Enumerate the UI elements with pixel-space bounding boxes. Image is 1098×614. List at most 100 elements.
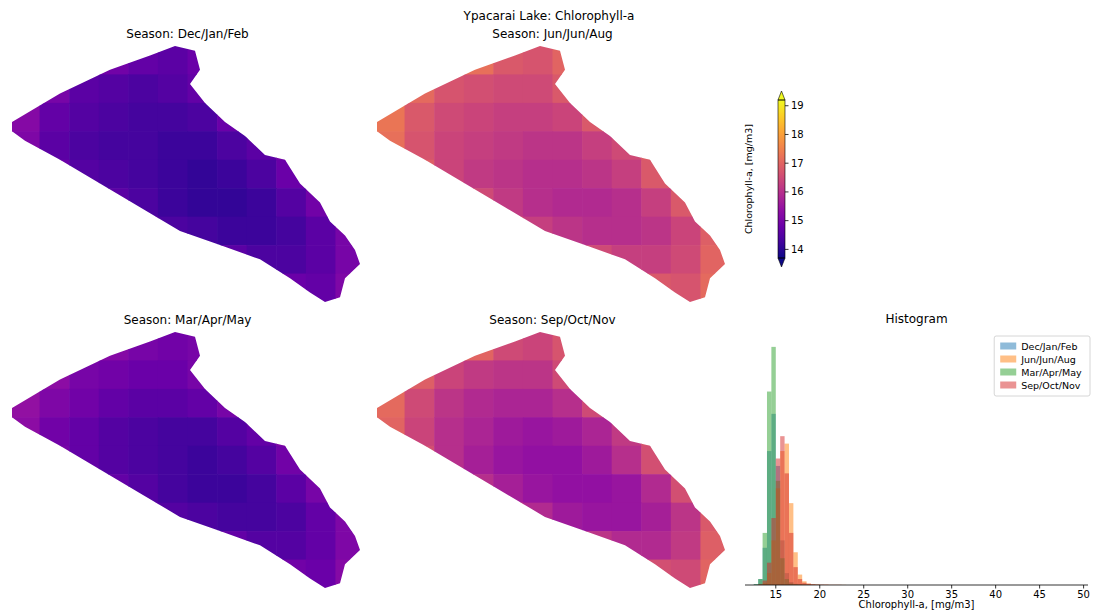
legend-label: Mar/Apr/May [1021, 367, 1082, 378]
heat-cell [493, 389, 523, 418]
heat-cell [158, 360, 188, 389]
heatmap [375, 332, 731, 589]
heat-cell [247, 531, 277, 560]
heat-cell [523, 103, 553, 132]
heat-cell [641, 188, 671, 217]
heat-cell [158, 46, 188, 75]
heat-cell [493, 217, 523, 246]
heat-cell [464, 389, 494, 418]
heat-cell [493, 474, 523, 503]
heat-cell [247, 417, 277, 446]
legend-frame [994, 336, 1090, 396]
heat-cell [335, 217, 365, 246]
heat-cell [217, 503, 247, 532]
x-tick-label: 50 [1077, 589, 1090, 600]
heat-cell [641, 560, 671, 589]
heat-cell [641, 531, 671, 560]
histogram-bar [771, 347, 775, 585]
heat-cell [276, 531, 306, 560]
legend-swatch [1000, 356, 1016, 363]
heat-cell [69, 74, 99, 103]
heat-cell [434, 74, 464, 103]
heat-cell [40, 360, 70, 389]
heat-cell [69, 389, 99, 418]
heat-cell [464, 360, 494, 389]
heat-cell [69, 446, 99, 475]
colorbar-tick-label: 16 [791, 186, 804, 197]
heat-cell [99, 417, 129, 446]
heat-cell [612, 474, 642, 503]
heat-cell [434, 446, 464, 475]
x-tick [775, 585, 776, 589]
heat-cell [188, 188, 218, 217]
heat-cell [553, 46, 583, 75]
colorbar-tick [785, 191, 789, 192]
histogram-bar [785, 473, 789, 585]
heat-cell [493, 103, 523, 132]
heat-cell [188, 446, 218, 475]
heat-cell [671, 274, 701, 303]
heat-cell [375, 417, 405, 446]
heat-cell [700, 531, 730, 560]
heat-cell [306, 560, 336, 589]
heat-cell [247, 245, 277, 274]
heat-cell [188, 160, 218, 189]
heat-cell [582, 531, 612, 560]
heat-cell [612, 417, 642, 446]
heat-cell [99, 74, 129, 103]
heat-cell [493, 446, 523, 475]
heat-cell [128, 74, 158, 103]
heat-cell [40, 103, 70, 132]
heat-cell [188, 474, 218, 503]
heat-cell [247, 160, 277, 189]
heat-cell [434, 389, 464, 418]
heat-cell [582, 474, 612, 503]
heat-cell [276, 274, 306, 303]
heat-cell [217, 474, 247, 503]
heat-cell [582, 417, 612, 446]
heat-cell [582, 188, 612, 217]
heat-cell [10, 389, 40, 418]
x-tick [863, 585, 864, 589]
heat-cell [612, 217, 642, 246]
legend-swatch [1000, 369, 1016, 376]
panel-title: Season: Mar/Apr/May [124, 313, 252, 327]
heat-cell [641, 245, 671, 274]
heat-cell [158, 217, 188, 246]
heat-cell [158, 446, 188, 475]
heat-cell [523, 160, 553, 189]
legend-label: Jun/Jun/Aug [1020, 354, 1076, 365]
heat-cell [612, 160, 642, 189]
heat-cell [99, 474, 129, 503]
figure-title: Ypacarai Lake: Chlorophyll-a [463, 9, 635, 23]
colorbar-frame [778, 100, 785, 258]
x-tick-label: 40 [989, 589, 1002, 600]
heat-cell [553, 446, 583, 475]
x-tick [1039, 585, 1040, 589]
heat-cell [553, 188, 583, 217]
heat-cell [306, 531, 336, 560]
panel-title: Season: Dec/Jan/Feb [126, 27, 248, 41]
heat-cell [99, 103, 129, 132]
heat-cell [10, 417, 40, 446]
heat-cell [582, 131, 612, 160]
heat-cell [464, 103, 494, 132]
heat-cell [434, 103, 464, 132]
heat-cell [434, 160, 464, 189]
histogram-bar [793, 552, 797, 585]
heat-cell [464, 188, 494, 217]
heat-cell [158, 160, 188, 189]
heat-cell [276, 217, 306, 246]
heat-cell [641, 274, 671, 303]
heat-cell [464, 131, 494, 160]
heat-cell [582, 446, 612, 475]
heat-cell [700, 560, 730, 589]
heat-cell [188, 217, 218, 246]
heat-cell [276, 188, 306, 217]
heat-cell [276, 131, 306, 160]
heat-cell [99, 131, 129, 160]
heat-cell [641, 446, 671, 475]
heat-cell [128, 131, 158, 160]
colorbar-tick-label: 15 [791, 215, 804, 226]
heat-cell [69, 131, 99, 160]
